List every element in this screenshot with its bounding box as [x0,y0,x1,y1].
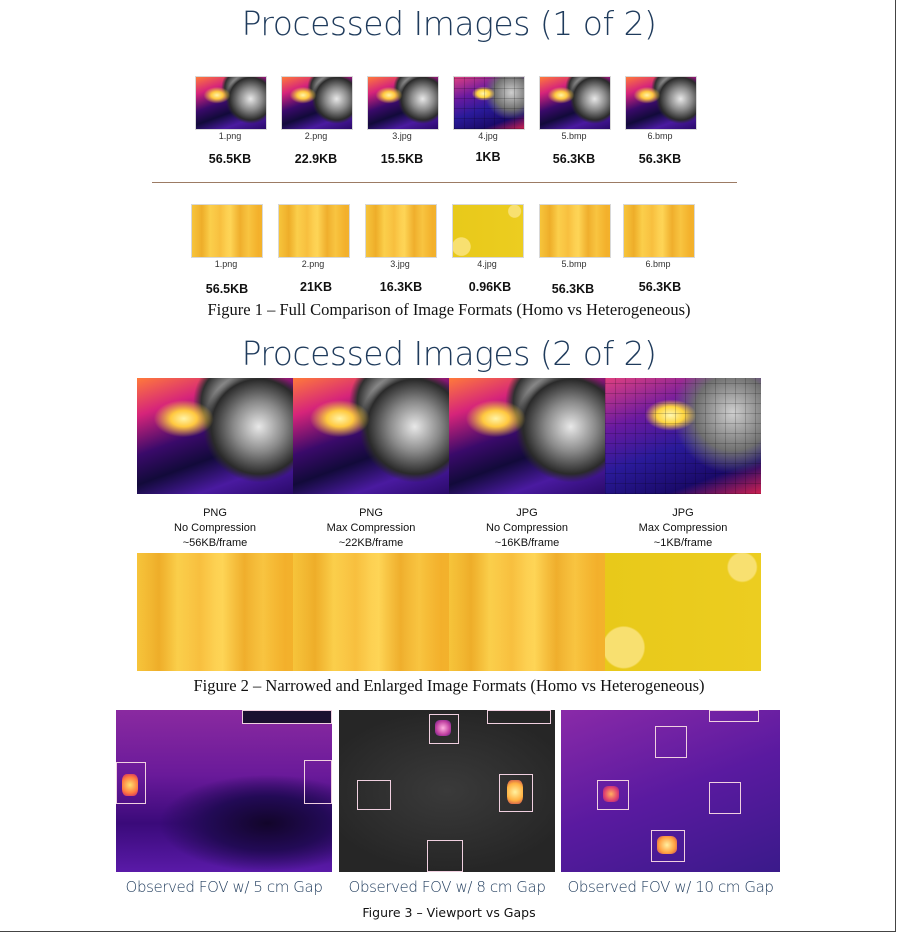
file-name: 3.jpg [392,131,412,141]
file-size: 16.3KB [379,280,423,294]
homo-thumb-4 [452,204,524,258]
file-size: 56.5KB [205,282,249,296]
detection-box [597,780,629,810]
detection-box [429,714,459,744]
detection-box [427,840,463,872]
panel-size: ~1KB/frame [653,537,713,549]
hetero-thumb-1 [195,76,267,130]
figure-2-caption: Figure 2 – Narrowed and Enlarged Image F… [193,676,705,695]
file-size: 56.3KB [552,152,596,166]
panel-label: PNG No Compression ~56KB/frame [137,506,293,551]
homo-thumb-6 [623,204,695,258]
fov-5cm-label: Observed FOV w/ 5 cm Gap [125,878,323,896]
panel-size: ~16KB/frame [494,537,560,549]
enlarged-panel-jpg-nocomp [449,378,605,494]
page-border-right [895,0,896,932]
file-size: 0.96KB [468,280,512,294]
panel-mode: No Compression [174,522,256,534]
hetero-thumb-5 [539,76,611,130]
hotspot [435,720,451,736]
hetero-thumb-4 [453,76,525,130]
homo-thumb-5 [539,204,611,258]
file-size: 15.5KB [380,152,424,166]
file-name: 4.jpg [478,131,498,141]
fov-10cm-label: Observed FOV w/ 10 cm Gap [567,878,774,896]
enlarged-panel-png-nocomp [137,378,293,494]
enlarged-homo-png-maxcomp [293,553,449,671]
file-name: 3.jpg [390,259,410,269]
file-size: 21KB [300,280,332,294]
panel-label: JPG Max Compression ~1KB/frame [605,506,761,551]
file-name: 5.bmp [561,131,587,141]
homo-thumb-2 [278,204,350,258]
panel-mode: Max Compression [638,522,728,534]
detection-box [304,760,332,804]
hotspot [122,774,138,796]
section-divider [152,182,737,183]
panel-format: JPG [672,507,694,519]
figure-1-caption: Figure 1 – Full Comparison of Image Form… [207,300,691,319]
hotspot [603,786,619,802]
detection-box [116,762,146,804]
fov-8cm-label: Observed FOV w/ 8 cm Gap [348,878,546,896]
title-processed-images-2: Processed Images (2 of 2) [241,334,657,373]
page-border-bottom [0,931,896,932]
file-name: 5.bmp [561,259,587,269]
detection-box [242,710,332,724]
file-name: 6.bmp [647,131,673,141]
hetero-thumb-3 [367,76,439,130]
enlarged-homo-png-nocomp [137,553,293,671]
file-name: 2.png [301,259,325,269]
file-size: 56.3KB [551,282,595,296]
panel-size: ~56KB/frame [182,537,248,549]
homo-thumb-1 [191,204,263,258]
detection-box [487,710,551,724]
panel-size: ~22KB/frame [338,537,404,549]
file-size: 56.3KB [638,280,682,294]
enlarged-panel-jpg-maxcomp [605,378,761,494]
fov-5cm-image [116,710,332,872]
panel-mode: No Compression [486,522,568,534]
detection-box [709,710,759,722]
panel-mode: Max Compression [326,522,416,534]
enlarged-homo-jpg-maxcomp [605,553,761,671]
detection-box [655,726,687,758]
file-name: 2.png [304,131,328,141]
panel-format: PNG [203,507,227,519]
file-name: 6.bmp [645,259,671,269]
panel-format: PNG [359,507,383,519]
hotspot [507,780,523,804]
hotspot [657,836,677,854]
file-name: 1.png [218,131,242,141]
fov-10cm-image [561,710,780,872]
file-name: 4.jpg [477,259,497,269]
fov-8cm-image [339,710,555,872]
enlarged-homo-jpg-nocomp [449,553,605,671]
hetero-thumb-2 [281,76,353,130]
detection-box [357,780,391,810]
panel-format: JPG [516,507,538,519]
file-size: 1KB [475,150,501,164]
file-size: 56.3KB [638,152,682,166]
file-size: 22.9KB [294,152,338,166]
detection-box [651,830,685,862]
file-name: 1.png [214,259,238,269]
homo-thumb-3 [365,204,437,258]
enlarged-panel-png-maxcomp [293,378,449,494]
file-size: 56.5KB [208,152,252,166]
detection-box [709,782,741,814]
panel-label: PNG Max Compression ~22KB/frame [293,506,449,551]
figure-3-caption: Figure 3 – Viewport vs Gaps [362,905,536,920]
title-processed-images-1: Processed Images (1 of 2) [241,4,657,43]
hetero-thumb-6 [625,76,697,130]
panel-label: JPG No Compression ~16KB/frame [449,506,605,551]
detection-box [499,774,533,812]
